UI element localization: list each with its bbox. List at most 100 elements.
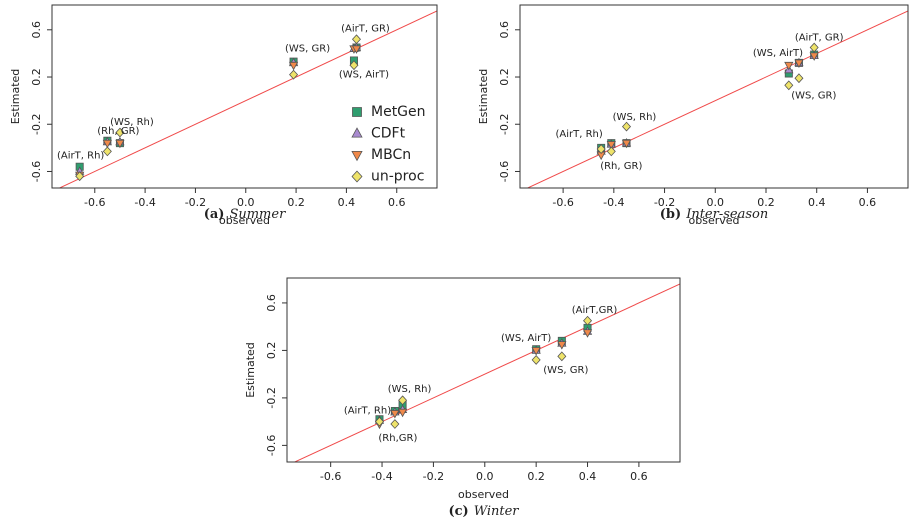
x-tick-label: -0.6: [84, 196, 105, 209]
identity-line: [58, 10, 437, 188]
x-tick-label: 0.2: [527, 470, 545, 483]
x-tick-label: 0.4: [808, 196, 826, 209]
marker: [390, 419, 400, 429]
point-label: (Rh, GR): [600, 161, 642, 172]
caption: (c) Winter: [448, 504, 519, 519]
x-tick-label: 0.2: [757, 196, 775, 209]
point-label: (AirT, Rh): [556, 129, 603, 140]
marker: [75, 171, 85, 182]
marker: [102, 146, 112, 157]
marker: [349, 60, 359, 71]
legend-marker: [352, 107, 362, 117]
marker: [115, 127, 125, 138]
caption-label: (a): [204, 207, 225, 222]
marker: [288, 61, 299, 71]
marker: [583, 315, 593, 326]
caption-label: (c): [448, 504, 468, 519]
y-tick-label: -0.2: [498, 114, 511, 135]
legend-label: MBCn: [371, 147, 411, 163]
point-label: (WS, Rh): [388, 384, 432, 395]
x-tick-label: -0.2: [423, 470, 444, 483]
y-tick-label: -0.6: [265, 435, 278, 456]
x-tick-label: -0.2: [185, 196, 206, 209]
x-axis-label: observed: [458, 488, 509, 501]
plot-area: [293, 283, 680, 462]
legend-label: CDFt: [371, 126, 406, 142]
legend-marker: [351, 170, 363, 183]
marker: [622, 121, 632, 132]
point-label: (AirT, GR): [341, 24, 390, 35]
marker: [374, 416, 384, 427]
plot-area: [58, 10, 437, 188]
point-label: (AirT, Rh): [57, 151, 104, 162]
y-tick-label: 0.6: [30, 21, 43, 39]
point-label: (WS, AirT): [753, 48, 803, 59]
y-tick-label: -0.2: [265, 387, 278, 408]
y-tick-label: -0.2: [30, 114, 43, 135]
marker: [351, 45, 362, 54]
panel: -0.6 -0.4 -0.2 0.0 0.2 0.4 0.6 -0.6 -0.2 0.2 0.6 ob…: [477, 4, 909, 227]
y-tick-label: 0.6: [498, 21, 511, 39]
y-axis-label: Estimated: [244, 342, 257, 398]
marker: [351, 34, 361, 45]
caption-text: Summer: [229, 207, 286, 222]
x-tick-label: 0.0: [707, 196, 725, 209]
x-tick-label: 0.6: [388, 196, 406, 209]
x-axis-label: observed: [689, 214, 740, 227]
marker: [784, 80, 794, 91]
marker: [582, 329, 593, 338]
caption: (a) Summer: [204, 207, 286, 222]
marker: [397, 408, 408, 418]
marker: [784, 61, 794, 71]
marker: [794, 59, 804, 69]
caption-label: (b): [660, 207, 681, 222]
x-tick-label: 0.0: [476, 470, 494, 483]
point-label: (Rh, GR): [97, 126, 139, 137]
caption-text: Inter-season: [685, 207, 768, 222]
plot-frame: [51, 4, 438, 189]
x-tick-label: 0.6: [630, 470, 648, 483]
x-tick-label: 0.4: [579, 470, 597, 483]
point-label: (WS, AirT): [501, 333, 551, 344]
point-label: (WS, Rh): [613, 112, 657, 123]
marker: [621, 139, 632, 149]
y-tick-label: 0.2: [265, 342, 278, 360]
panel: -0.6 -0.4 -0.2 0.0 0.2 0.4 0.6 -0.6 -0.2 0.2 0.6 ob…: [9, 4, 438, 227]
legend-marker: [351, 151, 363, 162]
x-tick-label: -0.4: [134, 196, 155, 209]
plot-area: [526, 10, 908, 188]
legend-marker: [351, 127, 363, 138]
marker: [398, 395, 408, 406]
y-axis-label: Estimated: [477, 69, 490, 125]
marker: [794, 73, 804, 84]
marker: [809, 52, 819, 61]
legend-label: MetGen: [371, 104, 426, 120]
x-tick-label: -0.6: [552, 196, 573, 209]
plot-frame: [286, 277, 681, 463]
x-tick-label: -0.2: [654, 196, 675, 209]
point-label: (Rh,GR): [378, 433, 417, 444]
marker: [289, 69, 299, 80]
marker: [115, 139, 125, 149]
marker: [390, 410, 400, 419]
x-tick-label: 0.2: [287, 196, 305, 209]
marker: [809, 42, 819, 53]
marker: [557, 351, 567, 362]
identity-line: [526, 10, 908, 188]
x-tick-label: -0.6: [320, 470, 341, 483]
y-axis-label: Estimated: [9, 69, 22, 125]
marker: [606, 146, 616, 157]
marker: [102, 139, 112, 149]
point-label: (AirT,GR): [572, 305, 618, 316]
point-label: (WS, AirT): [339, 69, 389, 80]
marker: [596, 144, 606, 154]
panel: -0.6 -0.4 -0.2 0.0 0.2 0.4 0.6 -0.6 -0.2 0.2 0.6 ob…: [244, 277, 681, 519]
x-tick-label: -0.4: [371, 470, 392, 483]
marker: [531, 354, 541, 365]
marker: [531, 347, 541, 356]
y-tick-label: 0.2: [498, 68, 511, 86]
caption: (b) Inter-season: [660, 207, 768, 222]
point-label: (WS, GR): [543, 365, 588, 376]
x-tick-label: 0.6: [859, 196, 877, 209]
